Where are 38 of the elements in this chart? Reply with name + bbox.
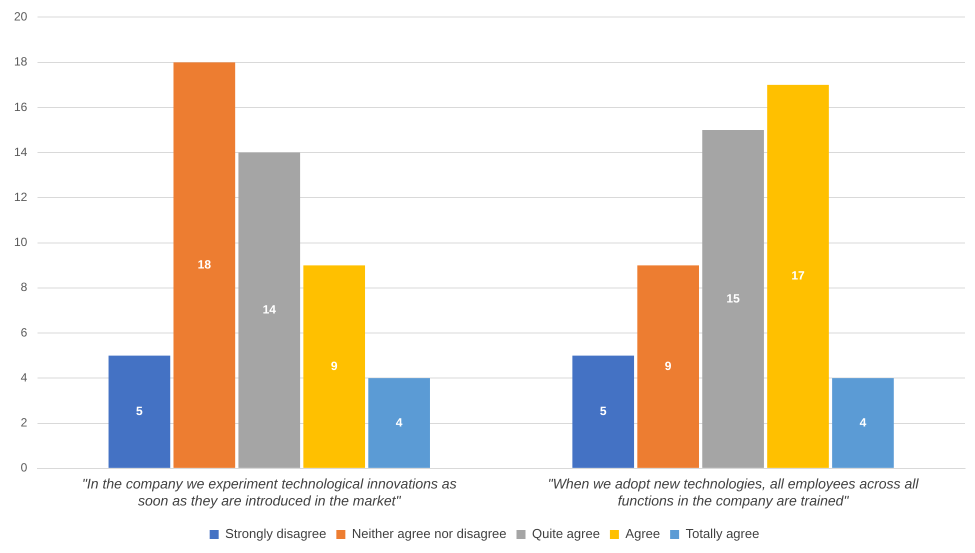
bar <box>303 265 366 468</box>
bar <box>637 265 699 468</box>
bar <box>238 152 300 468</box>
y-tick-label: 14 <box>14 144 28 159</box>
bar <box>173 62 236 468</box>
bar <box>767 84 829 468</box>
y-tick-label: 16 <box>14 100 28 114</box>
x-tick-label: "When we adopt new technologies, all employees across all functions in the company are trained" <box>548 476 920 508</box>
y-tick-label: 4 <box>20 370 28 384</box>
data-label: 5 <box>600 404 607 418</box>
y-tick-label: 18 <box>14 54 28 69</box>
data-label: 4 <box>396 415 403 430</box>
data-label: 4 <box>860 415 867 430</box>
data-label: 15 <box>726 291 740 306</box>
x-tick-label: "In the company we experiment technological innovations as soon as they are introduced in the market" <box>82 476 457 508</box>
data-label: 9 <box>664 358 672 373</box>
data-label: 9 <box>330 358 338 373</box>
bar <box>832 378 894 468</box>
legend-label: Strongly disagree <box>225 526 326 542</box>
y-tick-label: 20 <box>14 10 28 24</box>
y-tick-label: 2 <box>20 416 28 430</box>
y-tick-label: 10 <box>14 235 28 250</box>
data-label: 18 <box>198 257 212 272</box>
bar <box>572 356 634 468</box>
legend-label: Totally agree <box>686 526 760 542</box>
legend-label: Quite agree <box>532 526 600 542</box>
bar <box>368 378 430 468</box>
y-tick-label: 12 <box>14 190 28 204</box>
bar <box>108 356 170 468</box>
bar <box>702 130 764 468</box>
y-tick-label: 0 <box>20 460 28 475</box>
data-label: 17 <box>791 268 806 283</box>
data-label: 5 <box>136 404 144 418</box>
legend-label: Agree <box>625 526 660 542</box>
data-label: 14 <box>262 302 276 317</box>
y-tick-label: 6 <box>20 325 28 340</box>
legend-label: Neither agree nor disagree <box>352 526 506 542</box>
y-tick-label: 8 <box>20 280 28 294</box>
